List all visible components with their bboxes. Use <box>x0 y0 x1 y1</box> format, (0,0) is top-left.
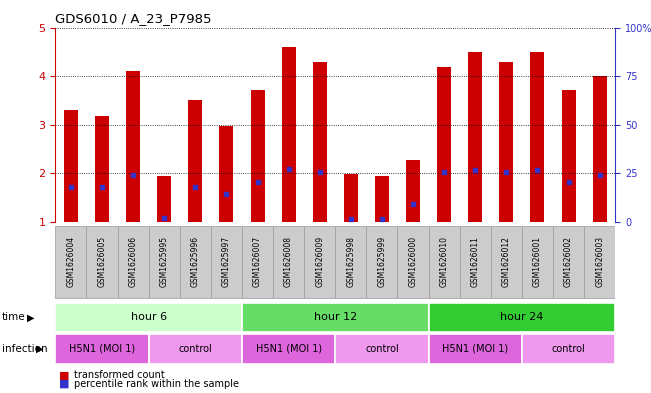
Text: time: time <box>2 312 25 322</box>
Text: GSM1626012: GSM1626012 <box>502 236 511 287</box>
Text: GSM1625999: GSM1625999 <box>378 236 387 287</box>
Bar <box>460 226 491 298</box>
Bar <box>335 226 367 298</box>
Text: percentile rank within the sample: percentile rank within the sample <box>74 379 238 389</box>
Bar <box>375 176 389 222</box>
Text: GSM1626004: GSM1626004 <box>66 236 76 287</box>
Bar <box>180 226 211 298</box>
Bar <box>55 303 242 332</box>
Text: GSM1625996: GSM1625996 <box>191 236 200 287</box>
Bar <box>251 90 264 222</box>
Bar <box>282 47 296 222</box>
Text: GSM1625998: GSM1625998 <box>346 236 355 287</box>
Text: GSM1626005: GSM1626005 <box>98 236 107 287</box>
Bar <box>188 101 202 222</box>
Bar <box>242 303 428 332</box>
Bar <box>584 226 615 298</box>
Bar <box>242 334 335 364</box>
Text: GSM1626002: GSM1626002 <box>564 236 573 287</box>
Bar <box>491 226 522 298</box>
Bar <box>118 226 148 298</box>
Bar <box>148 334 242 364</box>
Text: ▶: ▶ <box>36 344 44 354</box>
Text: GSM1626009: GSM1626009 <box>315 236 324 287</box>
Bar <box>157 176 171 222</box>
Bar <box>428 303 615 332</box>
Bar <box>398 226 428 298</box>
Text: GSM1625997: GSM1625997 <box>222 236 231 287</box>
Bar <box>592 76 607 222</box>
Bar <box>344 174 358 222</box>
Text: ■: ■ <box>59 371 69 380</box>
Text: H5N1 (MOI 1): H5N1 (MOI 1) <box>69 344 135 354</box>
Bar <box>87 226 118 298</box>
Bar <box>428 334 522 364</box>
Bar <box>562 90 575 222</box>
Text: GSM1626003: GSM1626003 <box>595 236 604 287</box>
Text: GSM1626007: GSM1626007 <box>253 236 262 287</box>
Bar <box>64 110 78 222</box>
Text: hour 12: hour 12 <box>314 312 357 322</box>
Bar <box>468 52 482 222</box>
Text: GSM1626006: GSM1626006 <box>129 236 137 287</box>
Text: GSM1626010: GSM1626010 <box>439 236 449 287</box>
Text: hour 6: hour 6 <box>131 312 167 322</box>
Bar <box>553 226 584 298</box>
Bar <box>531 52 544 222</box>
Bar <box>55 226 87 298</box>
Bar <box>428 226 460 298</box>
Bar <box>211 226 242 298</box>
Bar <box>437 67 451 222</box>
Bar <box>148 226 180 298</box>
Bar <box>219 126 234 222</box>
Bar <box>242 226 273 298</box>
Bar <box>522 334 615 364</box>
Text: H5N1 (MOI 1): H5N1 (MOI 1) <box>442 344 508 354</box>
Text: transformed count: transformed count <box>74 371 164 380</box>
Bar <box>55 334 148 364</box>
Bar <box>312 62 327 222</box>
Bar <box>304 226 335 298</box>
Bar <box>522 226 553 298</box>
Text: control: control <box>365 344 399 354</box>
Bar <box>273 226 304 298</box>
Text: hour 24: hour 24 <box>500 312 544 322</box>
Text: GSM1625995: GSM1625995 <box>159 236 169 287</box>
Bar <box>499 62 514 222</box>
Text: GDS6010 / A_23_P7985: GDS6010 / A_23_P7985 <box>55 12 212 25</box>
Text: H5N1 (MOI 1): H5N1 (MOI 1) <box>256 344 322 354</box>
Text: GSM1626000: GSM1626000 <box>409 236 417 287</box>
Text: GSM1626008: GSM1626008 <box>284 236 293 287</box>
Text: infection: infection <box>2 344 48 354</box>
Bar <box>406 160 420 222</box>
Text: ▶: ▶ <box>27 312 35 322</box>
Text: GSM1626011: GSM1626011 <box>471 236 480 287</box>
Bar <box>95 116 109 222</box>
Text: control: control <box>178 344 212 354</box>
Text: GSM1626001: GSM1626001 <box>533 236 542 287</box>
Bar <box>367 226 398 298</box>
Text: control: control <box>551 344 585 354</box>
Bar <box>335 334 428 364</box>
Text: ■: ■ <box>59 379 69 389</box>
Bar <box>126 71 140 222</box>
